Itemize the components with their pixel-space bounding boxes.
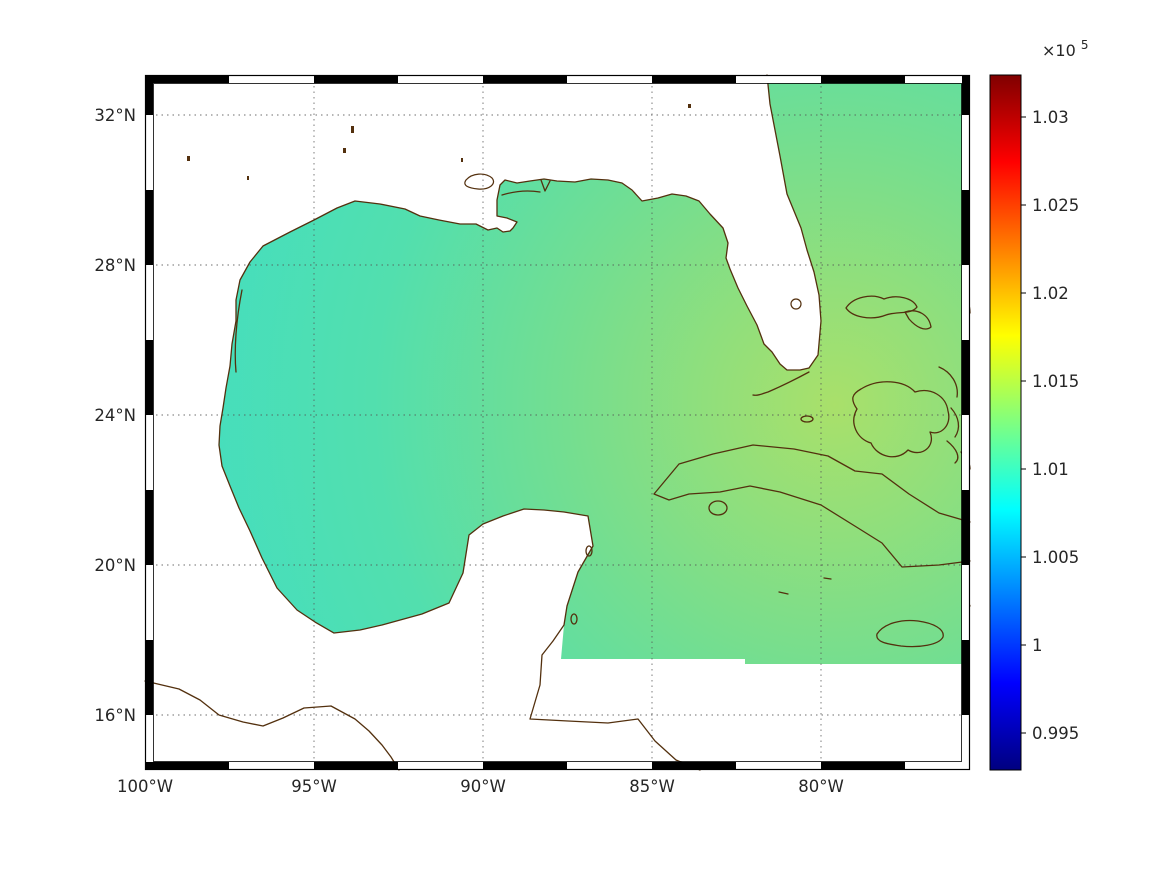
grand-cayman-mark bbox=[778, 591, 789, 595]
jamaica-outline bbox=[876, 619, 944, 648]
sea-field bbox=[219, 75, 970, 664]
colorbar-multiplier-label: ×10 5 bbox=[1042, 38, 1089, 60]
coastlines bbox=[144, 74, 822, 771]
great-bahama-bank-outline bbox=[852, 381, 950, 458]
y-tick-label: 20°N bbox=[94, 556, 136, 575]
colorbar-tick-label: 1.01 bbox=[1032, 460, 1069, 479]
lake-okeechobee-outline bbox=[790, 298, 802, 310]
lake-speck bbox=[461, 158, 463, 162]
coastline-texas-barrier-island bbox=[234, 289, 243, 373]
eleuthera-outline bbox=[938, 366, 958, 398]
lake-speck bbox=[187, 156, 190, 161]
multiplier-base: ×10 bbox=[1042, 41, 1076, 60]
colorbar-tick-label: 1.025 bbox=[1032, 196, 1079, 215]
colorbar-tick-label: 1.03 bbox=[1032, 108, 1069, 127]
little-bahama-bank-outline bbox=[845, 295, 918, 319]
lake-speck bbox=[343, 148, 346, 153]
y-tick-label: 28°N bbox=[94, 256, 136, 275]
coastline-gulf-atlantic bbox=[218, 74, 822, 771]
cozumel-outline bbox=[585, 545, 593, 557]
abaco-outline bbox=[904, 310, 932, 330]
y-tick-label: 16°N bbox=[94, 706, 136, 725]
cayman-brac-mark bbox=[823, 577, 832, 580]
map-frame bbox=[144, 74, 971, 771]
colorbar-tick-marks bbox=[1021, 116, 1026, 734]
cuba-outline bbox=[653, 444, 971, 568]
coastline-mississippi-barrier bbox=[501, 190, 541, 196]
lake-speck bbox=[247, 176, 249, 180]
gridlines bbox=[145, 75, 970, 770]
lake-speck bbox=[688, 104, 691, 108]
x-tick-label: 80°W bbox=[798, 777, 844, 796]
lakes-and-marks bbox=[187, 104, 802, 310]
cat-island-outline bbox=[950, 407, 960, 438]
x-tick-label: 95°W bbox=[291, 777, 337, 796]
frame-outer-line bbox=[144, 74, 971, 771]
lake-pontchartrain-outline bbox=[464, 173, 495, 190]
frame-black-segments bbox=[145, 75, 970, 770]
y-axis-labels: 32°N 28°N 24°N 20°N 16°N bbox=[94, 106, 136, 725]
x-tick-label: 100°W bbox=[117, 777, 173, 796]
coastline-mobile-bay bbox=[540, 179, 551, 192]
x-tick-label: 90°W bbox=[460, 777, 506, 796]
isla-juventud-outline bbox=[708, 500, 728, 516]
colorbar: 1.03 1.025 1.02 1.015 1.01 1.005 1 0.995… bbox=[989, 38, 1089, 771]
colorbar-tick-label: 1.02 bbox=[1032, 284, 1069, 303]
frame-inner-line bbox=[153, 83, 962, 762]
y-tick-label: 24°N bbox=[94, 406, 136, 425]
coastline-florida-keys bbox=[752, 371, 810, 396]
cay-sal-bank-outline bbox=[800, 415, 814, 423]
coastline-pacific-mexico bbox=[144, 680, 400, 771]
pressure-field-region bbox=[219, 75, 970, 664]
long-island-outline bbox=[946, 440, 959, 464]
y-tick-label: 32°N bbox=[94, 106, 136, 125]
x-axis-labels: 100°W 95°W 90°W 85°W 80°W bbox=[117, 777, 844, 796]
colorbar-labels: 1.03 1.025 1.02 1.015 1.01 1.005 1 0.995 bbox=[1032, 108, 1079, 743]
x-tick-label: 85°W bbox=[629, 777, 675, 796]
colorbar-tick-label: 1.005 bbox=[1032, 548, 1079, 567]
chinchorro-outline bbox=[570, 613, 578, 625]
multiplier-exponent: 5 bbox=[1081, 38, 1089, 52]
lake-speck bbox=[351, 126, 354, 133]
colorbar-tick-label: 0.995 bbox=[1032, 724, 1079, 743]
colorbar-gradient bbox=[989, 74, 1022, 771]
small-lake-specks bbox=[187, 104, 691, 180]
colorbar-tick-label: 1 bbox=[1032, 636, 1043, 655]
colorbar-tick-label: 1.015 bbox=[1032, 372, 1079, 391]
